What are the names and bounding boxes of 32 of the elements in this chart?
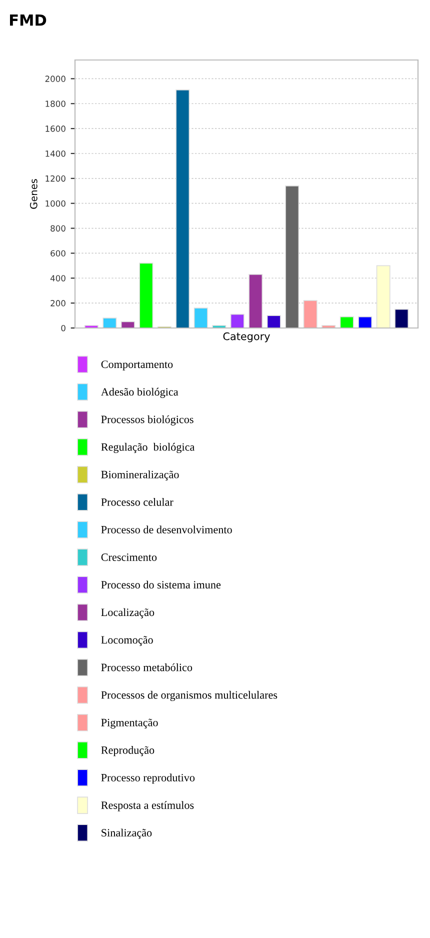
legend-label: Resposta a estímulos [101,801,194,812]
y-tick-label: 800 [50,225,66,232]
legend-label: Processo do sistema imune [101,580,221,589]
legend-label: Processo metabólico [101,663,192,672]
legend-label: Processo de desenvolvimento [101,526,232,534]
y-tick-label: 1400 [46,150,66,157]
legend-label: Biomineralização [101,470,179,481]
y-tick-label: 1200 [46,175,66,182]
legend-label: Crescimento [101,554,157,561]
chart-title: FMD [10,14,46,26]
legend-label: Processo reprodutivo [101,774,195,784]
legend-label: Sinalização [102,828,152,839]
y-tick-label: 1800 [46,100,66,107]
y-tick-label: 400 [50,275,66,282]
y-tick-label: 200 [50,300,66,306]
legend-label: Processos de organismos multicelulares [101,690,278,702]
x-axis-title: Category [223,332,270,342]
legend-label: Regulação biológica [101,442,195,454]
legend-label: Locomoção [101,636,153,646]
legend-label: Pigmentação [101,718,158,729]
y-tick-label: 0 [61,324,66,332]
y-axis-title: Genes [30,179,38,209]
y-tick-label: 1000 [46,200,66,207]
legend-label: Processos biológicos [101,415,194,426]
legend-label: Localização [101,608,154,618]
legend-label: Adesão biológica [100,388,178,398]
y-tick-label: 600 [50,250,66,256]
y-tick-label: 1600 [46,126,66,132]
legend-label: Comportamento [101,360,173,370]
legend-label: Reprodução [101,746,154,756]
legend-label: Processo celular [101,498,174,506]
y-tick-label: 2000 [45,76,66,82]
